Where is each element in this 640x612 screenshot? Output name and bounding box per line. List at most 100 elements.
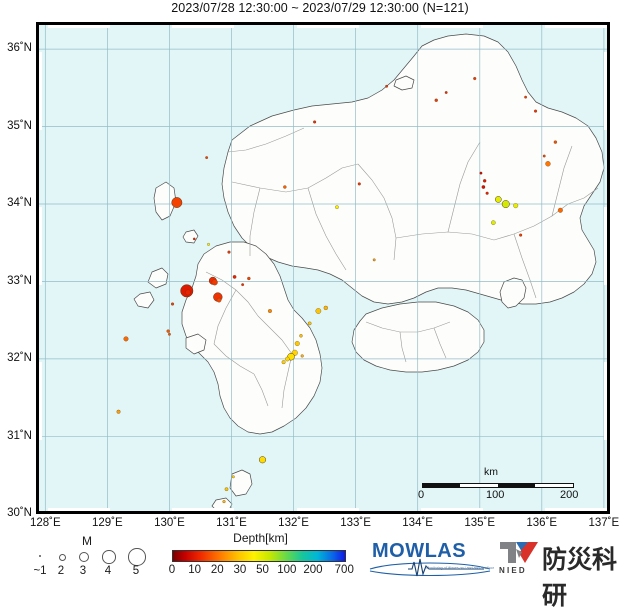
scale-bar: km 0 100 200 xyxy=(418,466,582,501)
epicenter-marker[interactable] xyxy=(294,341,300,347)
depth-legend-label: 700 xyxy=(334,564,354,576)
epicenter-marker[interactable] xyxy=(222,500,226,504)
epicenter-marker[interactable] xyxy=(534,109,538,113)
map-container[interactable]: km 0 100 200 xyxy=(36,22,610,514)
epicenter-marker[interactable] xyxy=(524,95,528,99)
epicenter-marker[interactable] xyxy=(258,456,267,464)
magnitude-legend-label: ~1 xyxy=(33,565,47,577)
epicenter-marker[interactable] xyxy=(285,356,290,362)
epicenter-marker[interactable] xyxy=(216,297,222,303)
epicenter-marker[interactable] xyxy=(485,191,489,195)
lon-tick-137: 137˚E xyxy=(588,517,620,529)
epicenter-marker[interactable] xyxy=(494,196,502,203)
epicenter-marker[interactable] xyxy=(123,336,129,342)
epicenter-marker[interactable] xyxy=(323,305,328,311)
lat-tick-32: 32˚N xyxy=(7,352,32,365)
nied-kanji: 防災科研 xyxy=(542,545,618,610)
depth-legend-label: 20 xyxy=(210,564,224,576)
epicenter-marker[interactable] xyxy=(232,275,237,279)
epicenter-marker[interactable] xyxy=(267,309,272,313)
epicenter-marker[interactable] xyxy=(473,77,477,81)
epicenter-marker[interactable] xyxy=(444,91,448,94)
epicenter-marker[interactable] xyxy=(231,475,235,479)
magnitude-legend-circle xyxy=(102,550,116,564)
epicenter-marker[interactable] xyxy=(241,283,245,287)
scale-bar-seg-2 xyxy=(498,484,535,487)
epicenter-marker[interactable] xyxy=(335,205,339,209)
epicenter-marker[interactable] xyxy=(283,185,287,189)
lat-tick-33: 33˚N xyxy=(7,274,32,287)
lat-tick-31: 31˚N xyxy=(7,429,32,442)
magnitude-legend-label: 5 xyxy=(132,565,140,577)
depth-legend-label: 0 xyxy=(168,564,176,576)
mowlas-waveform-icon xyxy=(369,558,491,577)
epicenter-marker[interactable] xyxy=(357,182,361,186)
magnitude-legend-label: 3 xyxy=(79,565,87,577)
magnitude-legend-circle xyxy=(79,552,89,562)
depth-legend: Depth[km] 0 10 20 30 50 100 200 700 xyxy=(168,531,354,579)
epicenter-marker[interactable] xyxy=(166,329,170,333)
depth-legend-label: 10 xyxy=(188,564,201,576)
epicenter-marker[interactable] xyxy=(299,334,303,338)
map-canvas[interactable]: km 0 100 200 xyxy=(36,22,610,514)
epicenter-marker[interactable] xyxy=(192,237,196,241)
epicenter-marker[interactable] xyxy=(227,250,231,254)
lat-tick-34: 34˚N xyxy=(7,197,32,210)
epicenter-marker[interactable] xyxy=(315,308,322,314)
magnitude-legend-circle xyxy=(128,548,146,566)
depth-legend-label: 30 xyxy=(233,564,247,576)
mowlas-wordmark: MOWLAS xyxy=(372,540,467,562)
epicenter-marker[interactable] xyxy=(207,242,210,246)
magnitude-legend: M ~1 2 3 4 5 xyxy=(28,534,168,579)
epicenter-marker[interactable] xyxy=(247,276,251,281)
magnitude-legend-title: M xyxy=(82,534,92,548)
epicenter-marker[interactable] xyxy=(171,197,183,208)
epicenter-marker[interactable] xyxy=(168,332,171,336)
map-geometry-layer xyxy=(36,22,610,514)
epicenter-marker[interactable] xyxy=(553,140,558,144)
lon-tick-135: 135˚E xyxy=(464,517,496,529)
epicenter-marker[interactable] xyxy=(545,161,551,167)
epicenter-marker[interactable] xyxy=(224,487,229,492)
lon-tick-129: 129˚E xyxy=(92,517,123,529)
scale-tick-0: 0 xyxy=(418,489,425,501)
epicenter-marker[interactable] xyxy=(434,98,438,102)
epicenter-marker[interactable] xyxy=(491,220,496,225)
lat-tick-30: 30˚N xyxy=(7,507,32,519)
epicenter-marker[interactable] xyxy=(542,154,546,158)
epicenter-marker[interactable] xyxy=(300,354,304,358)
epicenter-marker[interactable] xyxy=(482,179,487,183)
nied-logo: NIED 防災科研 xyxy=(498,538,638,610)
epicenter-marker[interactable] xyxy=(557,207,563,213)
lat-tick-35: 35˚N xyxy=(7,119,32,132)
epicenter-marker[interactable] xyxy=(479,171,483,175)
epicenter-marker[interactable] xyxy=(385,84,389,88)
epicenter-marker[interactable] xyxy=(519,233,523,237)
depth-legend-title: Depth[km] xyxy=(233,531,288,545)
lon-tick-133: 133˚E xyxy=(340,517,371,529)
epicenter-marker[interactable] xyxy=(372,258,376,262)
scale-tick-200: 200 xyxy=(560,489,579,501)
nied-abbr: NIED xyxy=(499,566,527,575)
epicenter-marker[interactable] xyxy=(205,156,209,159)
mowlas-logo: MOWLAS Monitoring of Waves on Land and S… xyxy=(366,540,494,578)
epicenter-marker[interactable] xyxy=(185,289,191,296)
magnitude-legend-circle xyxy=(39,555,41,557)
magnitude-legend-label: 4 xyxy=(104,565,112,577)
lat-tick-36: 36˚N xyxy=(7,42,32,55)
epicenter-marker[interactable] xyxy=(211,279,218,286)
epicenter-marker[interactable] xyxy=(481,185,486,189)
epicenter-marker[interactable] xyxy=(513,203,519,209)
magnitude-legend-circle xyxy=(58,553,66,561)
epicenter-marker[interactable] xyxy=(281,360,286,365)
epicenter-marker[interactable] xyxy=(313,120,317,124)
epicenter-marker[interactable] xyxy=(307,321,312,326)
page-title: 2023/07/28 12:30:00 ~ 2023/07/29 12:30:0… xyxy=(171,1,469,15)
epicenter-marker[interactable] xyxy=(501,200,510,209)
epicenter-marker[interactable] xyxy=(116,409,121,414)
magnitude-legend-label: 2 xyxy=(57,565,65,577)
lon-tick-134: 134˚E xyxy=(402,517,433,529)
scale-bar-seg-1 xyxy=(423,484,460,487)
epicenter-marker[interactable] xyxy=(170,302,175,306)
lon-tick-136: 136˚E xyxy=(526,517,558,529)
